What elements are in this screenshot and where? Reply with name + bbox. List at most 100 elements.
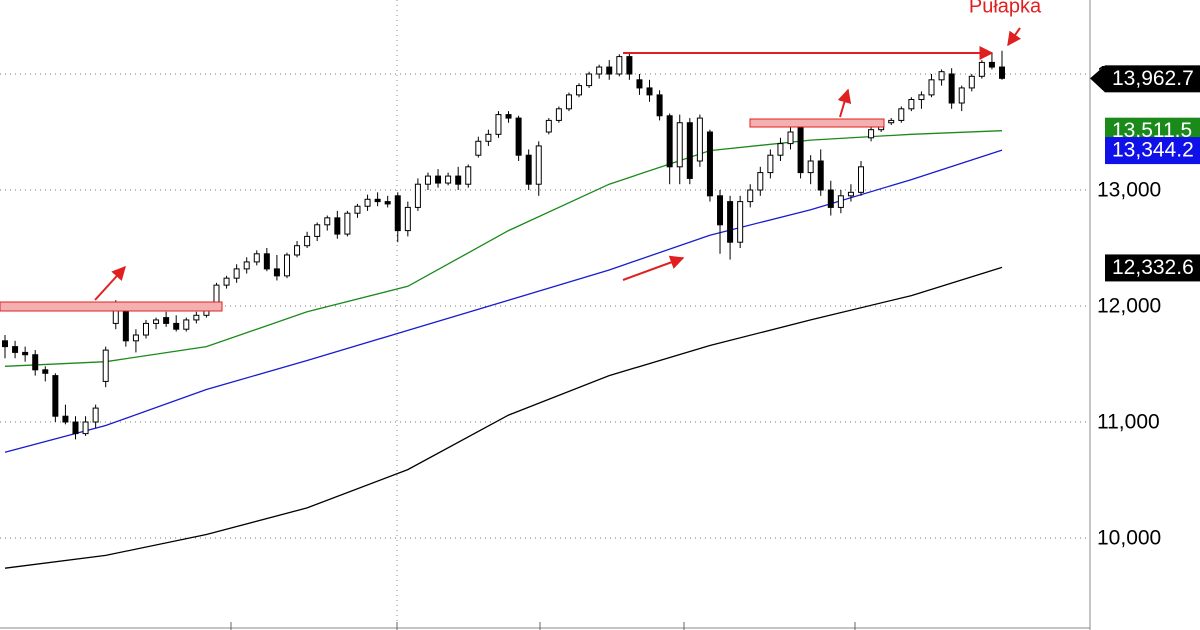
candle-body (898, 108, 905, 121)
candle-body (273, 268, 280, 277)
candle-body (183, 319, 190, 330)
candle-body (686, 122, 693, 179)
candle-body (525, 154, 532, 185)
candle-body (394, 195, 401, 232)
arrow (94, 265, 126, 301)
candle-body (304, 235, 311, 247)
candle-body (918, 94, 925, 101)
candle-body (535, 145, 542, 185)
candle-body (344, 212, 351, 235)
price-label: 13,511.5 (1112, 119, 1192, 142)
candle-body (475, 140, 482, 156)
candle-body (243, 261, 250, 270)
candle-body (717, 195, 724, 226)
y-tick-label: 13,000 (1097, 179, 1161, 202)
y-tick-label: 12,000 (1097, 295, 1161, 318)
candle-body (656, 94, 663, 117)
candle-body (807, 160, 814, 174)
candle-body (938, 71, 945, 81)
candle-body (616, 56, 623, 75)
candle-body (253, 253, 260, 263)
candle-body (727, 201, 734, 243)
price-label: 13,962.7 (1112, 67, 1194, 90)
arrow (1007, 27, 1021, 47)
candle-body (837, 195, 844, 208)
candle-body (72, 421, 79, 435)
candle-body (505, 114, 512, 119)
candle-body (42, 369, 49, 374)
x-ticks (230, 622, 856, 630)
candle-body (314, 224, 321, 237)
candle-body (52, 375, 59, 417)
price-labels: 10,00011,00012,00013,00014,00013,962.713… (1090, 63, 1200, 550)
candle-body (374, 198, 381, 203)
candle-body (606, 66, 613, 75)
candle-body (102, 349, 109, 382)
candle-body (92, 407, 99, 423)
candle-body (666, 115, 673, 168)
y-tick-label: 10,000 (1097, 527, 1161, 550)
candle-body (404, 206, 411, 232)
candle-body (847, 191, 854, 197)
candle-body (283, 254, 290, 277)
candle-body (858, 166, 865, 193)
candle-body (777, 143, 784, 156)
zone (0, 301, 223, 312)
candle-body (364, 198, 371, 207)
moving-average (4, 130, 1003, 367)
markup: Pułapka (0, 0, 1042, 312)
candle-body (62, 415, 69, 423)
candle-body (948, 73, 955, 104)
price-label-bg (1105, 254, 1200, 282)
moving-average (4, 149, 1003, 453)
candle-body (354, 205, 361, 214)
candle-body (757, 172, 764, 191)
candle-body (868, 129, 875, 139)
candle-body (455, 175, 462, 185)
candle-body (958, 87, 965, 104)
candle-body (999, 66, 1005, 79)
candle-body (263, 253, 270, 270)
candle-body (223, 277, 230, 286)
candle-body (294, 245, 301, 256)
candle-body (908, 99, 915, 110)
candle-body (233, 268, 240, 279)
moving-averages (4, 130, 1003, 569)
candle-body (737, 201, 744, 243)
candle-body (706, 131, 713, 197)
candle-body (646, 87, 653, 96)
candle-body (978, 61, 985, 77)
y-tick-label: 11,000 (1097, 411, 1160, 434)
candle-body (787, 131, 794, 145)
candle-body (565, 94, 572, 110)
arrow (837, 88, 852, 118)
candle-body (596, 66, 603, 75)
arrow (622, 255, 685, 281)
candle-body (827, 189, 834, 208)
candle-body (132, 334, 139, 342)
candle-body (414, 183, 421, 208)
candle-body (2, 340, 8, 348)
candle-body (888, 119, 895, 124)
candles (2, 50, 1005, 440)
candle-body (636, 79, 643, 89)
candle-body (384, 201, 391, 205)
grid (0, 73, 1090, 539)
candle-body (435, 175, 442, 184)
candle-body (747, 189, 754, 203)
candle-body (586, 73, 593, 87)
candle-body (676, 122, 683, 168)
candle-body (968, 75, 975, 89)
candle-body (696, 117, 703, 162)
candle-body (82, 421, 89, 435)
candle-body (193, 314, 200, 321)
candle-body (424, 175, 431, 185)
candle-body (545, 119, 552, 133)
candle-body (988, 61, 995, 68)
candle-body (324, 217, 331, 226)
candle-body (928, 79, 935, 96)
candle-body (817, 160, 824, 191)
candle-body (555, 108, 562, 121)
